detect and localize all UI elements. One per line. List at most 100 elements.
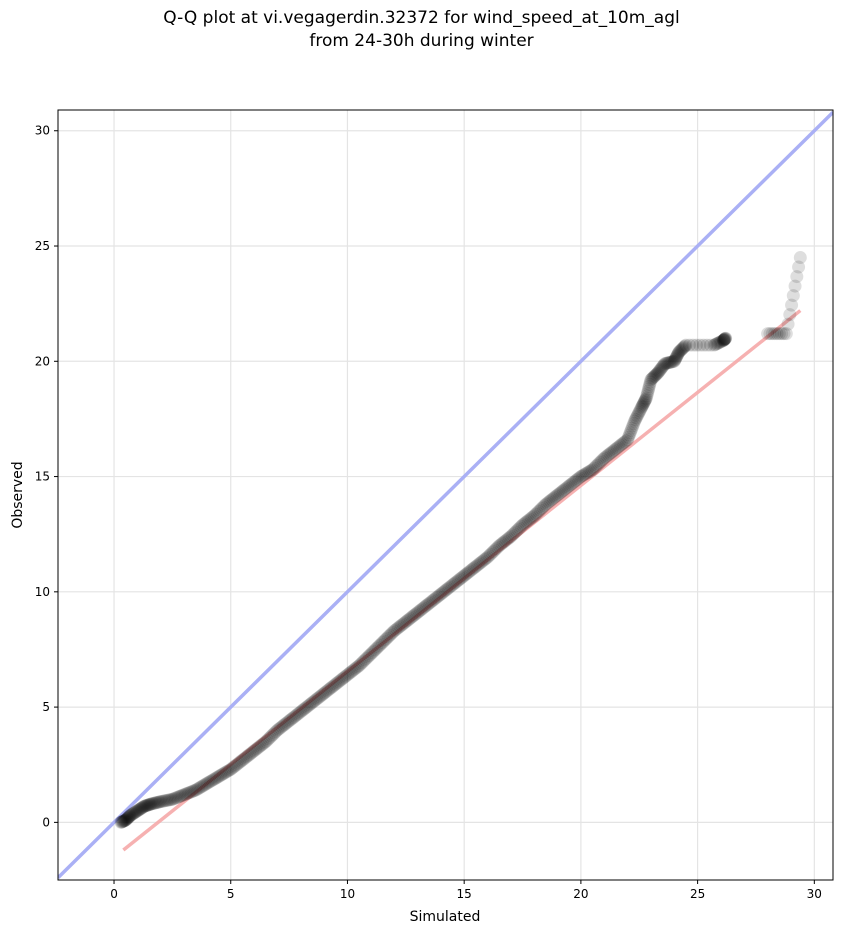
data-point [355,656,369,670]
data-point [534,502,548,516]
data-point [125,807,139,821]
data-point [472,557,486,571]
data-point [479,551,493,565]
data-point [168,791,182,805]
data-point [142,798,156,812]
data-point [663,355,677,369]
data-point [151,795,165,809]
data-point [129,805,143,819]
data-point [167,792,181,806]
data-point [136,800,150,814]
data-point [300,700,314,714]
data-point [543,494,557,508]
data-point [176,788,190,802]
data-point [772,327,786,341]
data-point [606,444,620,458]
data-point [646,371,660,385]
data-point [332,675,346,689]
data-point [288,709,302,723]
data-point [139,799,153,813]
data-point [256,737,270,751]
data-point [224,762,238,776]
data-point [268,726,282,740]
data-point [671,346,685,360]
data-point [454,571,468,585]
data-point [133,802,147,816]
data-point [329,677,343,691]
data-point [123,808,137,822]
data-point [555,485,569,499]
data-point [717,333,731,347]
data-point [675,342,689,356]
data-point [671,347,685,361]
data-point [346,663,360,677]
data-point [422,596,436,610]
data-point [600,449,614,463]
data-point [215,768,229,782]
data-point [200,776,214,790]
data-point [639,392,653,406]
data-point [406,609,420,623]
data-point [314,689,328,703]
data-point [536,500,550,514]
data-point [219,765,233,779]
data-point [565,476,579,490]
data-point [394,618,408,632]
data-point [181,786,195,800]
x-tick-label: 20 [573,887,588,901]
data-point [781,317,795,331]
data-point [265,729,279,743]
data-point [321,683,335,697]
data-point [647,369,661,383]
data-point [666,355,680,369]
data-point [247,744,261,758]
data-point [495,536,509,550]
data-point [463,564,477,578]
data-point [469,559,483,573]
data-point [645,372,659,386]
data-point [276,719,290,733]
data-point [326,679,340,693]
data-point [615,437,629,451]
data-point [286,710,300,724]
data-point [718,332,732,346]
data-point [467,561,481,575]
data-point [381,630,395,644]
data-point [641,384,655,398]
data-point [607,443,621,457]
data-point [575,469,589,483]
data-point [478,553,492,567]
data-point [485,546,499,560]
data-point [141,798,155,812]
data-point [539,497,553,511]
data-point [761,327,775,341]
data-point [599,450,613,464]
data-point [397,616,411,630]
data-point [643,377,657,391]
data-point [686,338,700,352]
data-point [409,607,423,621]
data-point [371,640,385,654]
data-point [218,766,232,780]
data-point [327,678,341,692]
data-point [597,451,611,465]
data-point [211,770,225,784]
data-point [431,589,445,603]
data-point [664,355,678,369]
data-point [348,662,362,676]
data-point [649,368,663,382]
data-point [127,806,141,820]
data-point [158,794,172,808]
data-point [777,327,791,341]
data-point [581,465,595,479]
data-point [622,428,636,442]
data-point [132,803,146,817]
data-point [654,361,668,375]
data-point [205,774,219,788]
data-point [324,681,338,694]
data-point [378,633,392,647]
data-point [389,623,403,637]
data-point [319,685,333,699]
data-point [123,809,137,823]
data-point [669,351,683,365]
